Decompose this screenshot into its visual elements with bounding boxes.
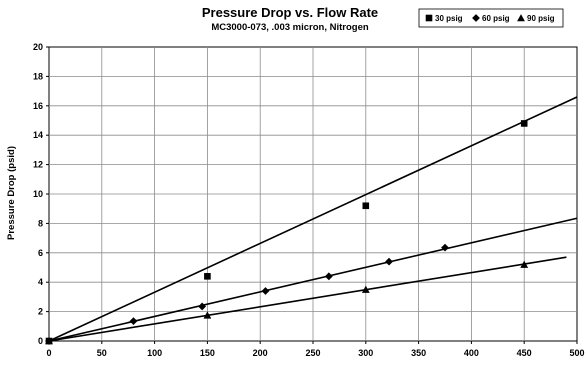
data-point bbox=[204, 273, 211, 280]
y-tick-label: 6 bbox=[38, 248, 43, 258]
y-tick-label: 20 bbox=[33, 42, 43, 52]
x-tick-label: 150 bbox=[200, 348, 215, 358]
x-tick-label: 100 bbox=[147, 348, 162, 358]
data-point bbox=[441, 243, 449, 252]
legend-label: 90 psig bbox=[527, 14, 555, 23]
x-tick-label: 0 bbox=[46, 348, 51, 358]
series-diamond bbox=[45, 217, 578, 345]
x-tick-label: 50 bbox=[97, 348, 107, 358]
data-point bbox=[324, 272, 333, 281]
y-tick-label: 18 bbox=[33, 71, 43, 81]
legend-entry: 60 psig bbox=[472, 14, 510, 23]
y-tick-label: 2 bbox=[38, 307, 43, 317]
y-tick-label: 12 bbox=[33, 160, 43, 170]
legend-marker bbox=[425, 14, 433, 22]
tick-labels: 0 50 100 150 200 250 300 350 400 450 500 0 2 4 6 8 10 12 1… bbox=[33, 42, 585, 358]
legend-label: 30 psig bbox=[435, 14, 463, 23]
series-line bbox=[48, 217, 578, 342]
x-tick-label: 450 bbox=[517, 348, 532, 358]
y-tick-label: 0 bbox=[38, 336, 43, 346]
legend-label: 60 psig bbox=[482, 14, 510, 23]
x-tick-label: 300 bbox=[358, 348, 373, 358]
x-tick-label: 250 bbox=[305, 348, 320, 358]
legend-marker bbox=[472, 14, 480, 22]
x-tick-label: 350 bbox=[411, 348, 426, 358]
data-point bbox=[129, 317, 138, 326]
legend-marker bbox=[517, 14, 525, 22]
series-line bbox=[48, 96, 578, 342]
series-line bbox=[48, 256, 567, 342]
y-tick-label: 10 bbox=[33, 189, 43, 199]
chart-title: Pressure Drop vs. Flow Rate bbox=[202, 5, 378, 20]
data-point bbox=[520, 120, 528, 127]
legend: 30 psig 60 psig 90 psig bbox=[418, 8, 564, 28]
data-point bbox=[203, 311, 212, 319]
y-axis-label: Pressure Drop (psid) bbox=[6, 146, 17, 240]
data-point bbox=[261, 287, 270, 295]
y-tick-label: 4 bbox=[38, 277, 43, 287]
y-tick-label: 14 bbox=[33, 130, 43, 140]
data-point bbox=[362, 202, 370, 210]
chart-subtitle: MC3000-073, .003 micron, Nitrogen bbox=[211, 22, 369, 33]
data-point bbox=[520, 260, 529, 268]
y-tick-label: 8 bbox=[38, 218, 43, 228]
series-group bbox=[45, 96, 578, 345]
data-point bbox=[198, 302, 207, 311]
data-point bbox=[385, 257, 393, 266]
grid bbox=[46, 46, 578, 344]
x-tick-label: 200 bbox=[253, 348, 268, 358]
y-tick-label: 16 bbox=[33, 101, 43, 111]
x-tick-label: 500 bbox=[569, 348, 584, 358]
series-square bbox=[45, 96, 578, 345]
legend-entry: 90 psig bbox=[517, 14, 555, 23]
series-triangle bbox=[45, 256, 567, 345]
data-point bbox=[361, 285, 370, 293]
legend-box bbox=[418, 8, 564, 28]
legend-entry: 30 psig bbox=[425, 14, 463, 23]
data-point bbox=[45, 337, 53, 345]
x-tick-label: 400 bbox=[464, 348, 479, 358]
